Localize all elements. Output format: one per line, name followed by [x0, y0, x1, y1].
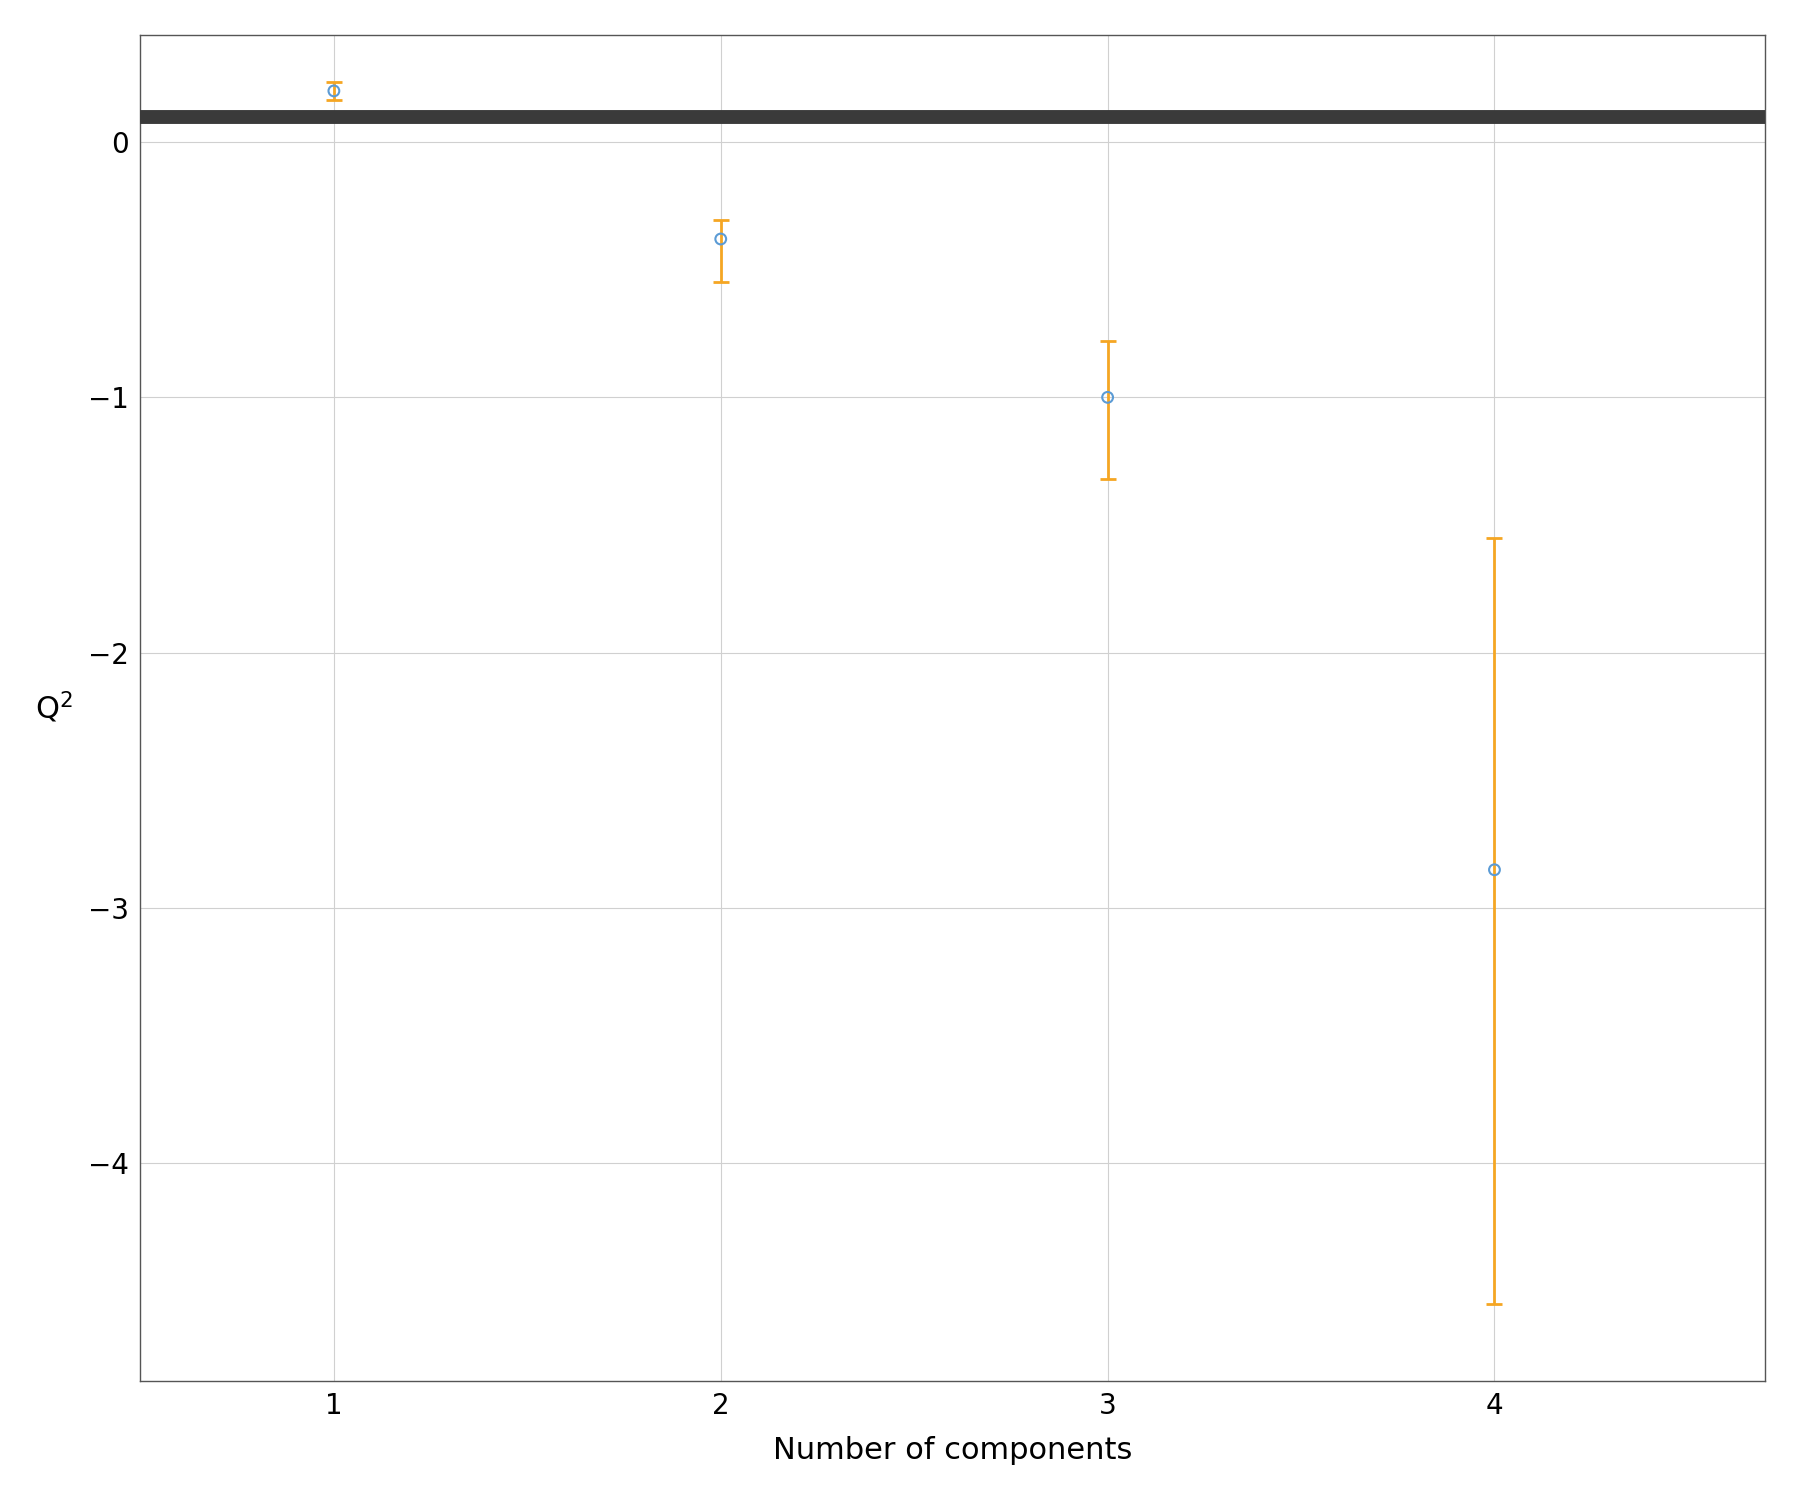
Y-axis label: Q$^2$: Q$^2$	[34, 690, 72, 726]
Point	[1093, 386, 1121, 410]
Point	[706, 226, 734, 251]
X-axis label: Number of components: Number of components	[774, 1437, 1132, 1466]
Point	[1480, 858, 1508, 882]
Point	[319, 80, 347, 104]
